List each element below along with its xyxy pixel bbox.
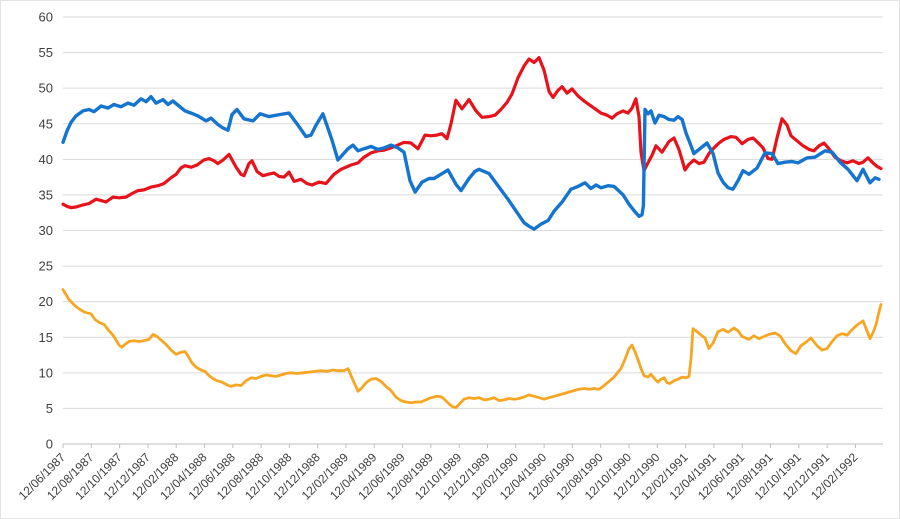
y-tick-label: 15 [39, 330, 53, 345]
y-tick-label: 55 [39, 45, 53, 60]
y-tick-label: 45 [39, 116, 53, 131]
y-tick-label: 10 [39, 365, 53, 380]
y-tick-label: 60 [39, 10, 53, 25]
y-tick-label: 35 [39, 187, 53, 202]
series-blue-line [61, 94, 881, 231]
x-axis-labels: 12/06/198712/08/198712/10/198712/12/1987… [16, 450, 861, 503]
series-orange-line [61, 288, 883, 410]
series-red-line [61, 55, 883, 210]
y-tick-label: 25 [39, 259, 53, 274]
y-tick-label: 50 [39, 81, 53, 96]
gridlines [63, 16, 883, 445]
y-tick-label: 20 [39, 294, 53, 309]
x-axis-ticks [62, 444, 856, 448]
y-tick-label: 30 [39, 223, 53, 238]
y-axis-labels: 0 5 10 15 20 25 30 35 40 45 50 55 60 [39, 10, 53, 452]
y-tick-label: 40 [39, 152, 53, 167]
series-lines [61, 55, 883, 410]
y-tick-label: 5 [46, 401, 53, 416]
y-tick-label: 0 [46, 437, 53, 452]
